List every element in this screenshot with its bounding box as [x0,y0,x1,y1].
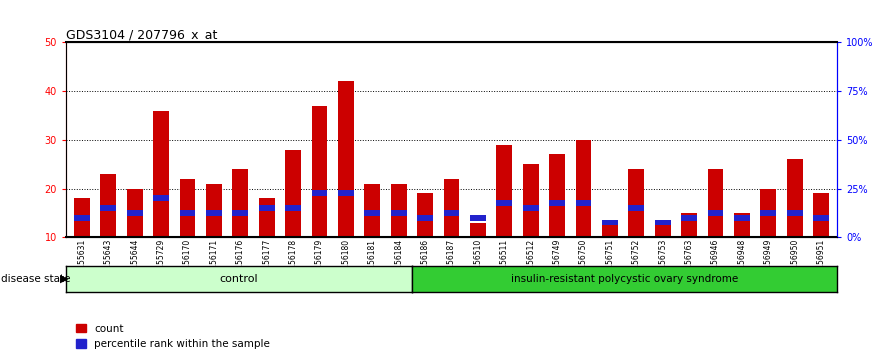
Bar [522,164,538,286]
Bar [206,184,222,286]
Text: disease state: disease state [1,274,70,284]
Bar [418,215,433,221]
Bar [444,179,459,286]
Bar [418,193,433,286]
Bar [496,200,512,206]
Bar [628,205,644,211]
Bar [734,215,750,221]
Bar [813,215,829,221]
Bar [681,215,697,221]
Bar [100,174,116,286]
Bar [575,200,591,206]
Bar [787,159,803,286]
Bar [127,210,143,216]
Bar [575,140,591,286]
Text: insulin-resistant polycystic ovary syndrome: insulin-resistant polycystic ovary syndr… [511,274,738,284]
Bar [470,223,485,286]
Bar [813,193,829,286]
Bar [602,219,618,225]
Bar [628,169,644,286]
Bar [707,210,723,216]
Bar [312,190,328,196]
Bar [522,205,538,211]
Bar [153,110,169,286]
Bar [496,145,512,286]
Bar [233,169,248,286]
Bar [444,210,459,216]
Bar [206,210,222,216]
Bar [655,223,670,286]
Bar [365,184,381,286]
Bar [391,210,407,216]
Legend: count, percentile rank within the sample: count, percentile rank within the sample [76,324,270,349]
Bar [655,219,670,225]
Bar [787,210,803,216]
Bar [233,210,248,216]
Bar [100,205,116,211]
Bar [602,223,618,286]
Bar [74,215,90,221]
Bar [681,213,697,286]
Bar [259,205,275,211]
Text: GDS3104 / 207796_x_at: GDS3104 / 207796_x_at [66,28,218,41]
Bar [391,184,407,286]
Text: control: control [219,274,258,284]
Bar [285,149,301,286]
Text: ▶: ▶ [60,274,69,284]
Bar [760,188,776,286]
Bar [549,154,565,286]
Bar [707,169,723,286]
Bar [153,195,169,201]
Bar [180,179,196,286]
Bar [338,190,354,196]
Bar [259,198,275,286]
Bar [734,213,750,286]
Bar [549,200,565,206]
Bar [365,210,381,216]
Bar [338,81,354,286]
Bar [180,210,196,216]
Bar [312,106,328,286]
Bar [760,210,776,216]
Bar [285,205,301,211]
Bar [74,198,90,286]
Bar [127,188,143,286]
Bar [470,215,485,221]
